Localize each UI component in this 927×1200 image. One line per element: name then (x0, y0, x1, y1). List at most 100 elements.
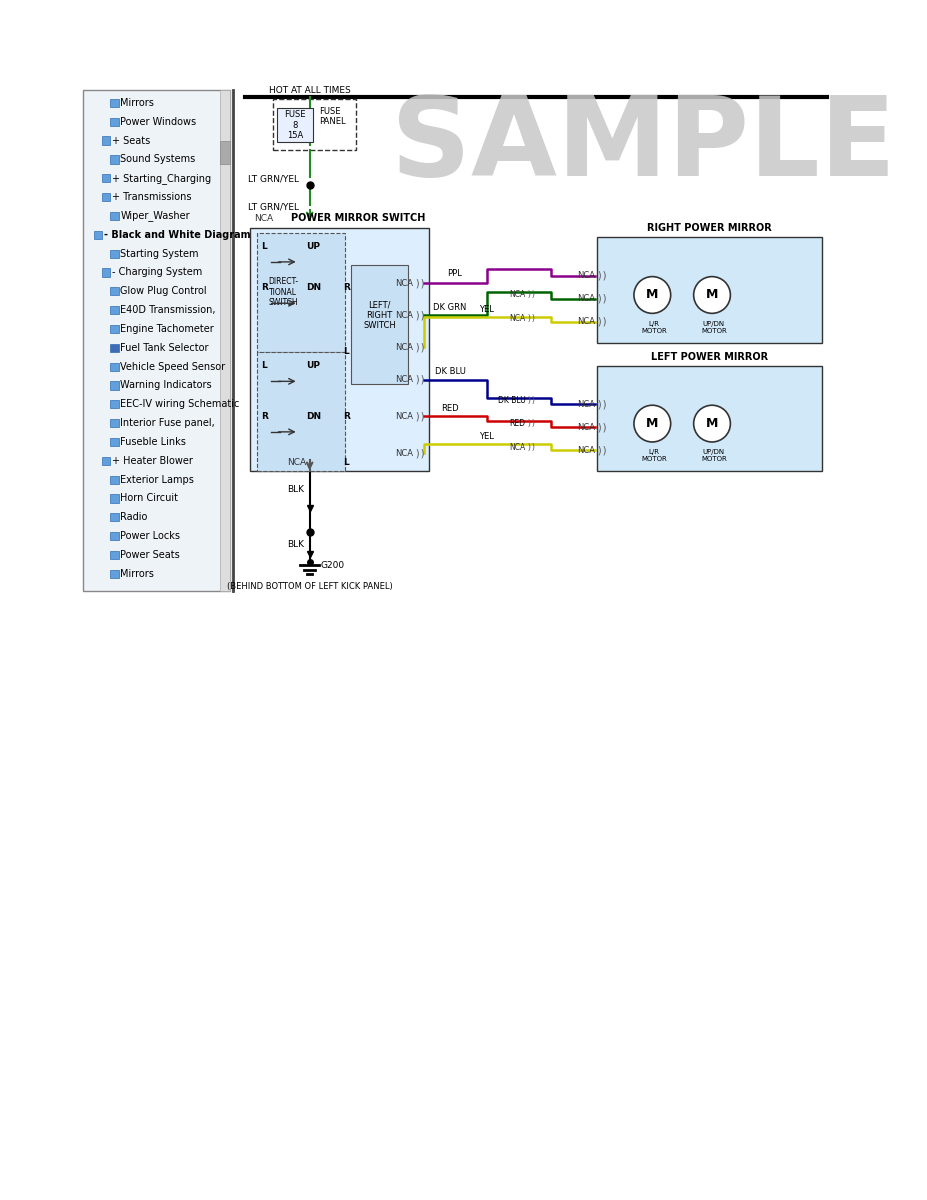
Bar (110, 212, 119, 220)
Text: L/R
MOTOR: L/R MOTOR (641, 320, 667, 334)
Text: NCA: NCA (578, 317, 595, 326)
Text: )): )) (414, 374, 426, 384)
Text: Power Locks: Power Locks (121, 532, 181, 541)
Text: M: M (705, 288, 718, 301)
Text: L: L (260, 241, 267, 251)
Bar (110, 419, 119, 427)
Text: LT GRN/YEL: LT GRN/YEL (248, 203, 299, 211)
Text: )): )) (596, 422, 608, 432)
Bar (250, 228, 429, 472)
Text: NCA: NCA (255, 215, 273, 223)
Text: DN: DN (306, 283, 321, 292)
Text: R: R (260, 412, 268, 421)
Text: Fuel Tank Selector: Fuel Tank Selector (121, 343, 209, 353)
Text: R: R (344, 412, 350, 421)
Text: Mirrors: Mirrors (121, 98, 154, 108)
Text: - Charging System: - Charging System (112, 268, 202, 277)
Text: Warning Indicators: Warning Indicators (121, 380, 212, 390)
Bar (102, 174, 110, 182)
Bar (258, 233, 345, 352)
Bar (110, 438, 119, 446)
Bar (221, 90, 230, 590)
Text: L: L (260, 361, 267, 371)
Bar (102, 457, 110, 464)
Text: UP: UP (306, 361, 320, 371)
Text: Power Seats: Power Seats (121, 550, 180, 560)
Text: )): )) (527, 443, 537, 452)
Text: Mirrors: Mirrors (121, 569, 154, 578)
Text: L: L (344, 348, 349, 356)
Text: L/R
MOTOR: L/R MOTOR (641, 449, 667, 462)
Text: NCA: NCA (396, 376, 413, 384)
Bar (110, 475, 119, 484)
Text: UP/DN
MOTOR: UP/DN MOTOR (701, 320, 727, 334)
Bar (110, 400, 119, 408)
Bar (110, 551, 119, 559)
Bar (110, 532, 119, 540)
Bar (110, 306, 119, 314)
Text: E40D Transmission,: E40D Transmission, (121, 305, 216, 316)
Bar (110, 325, 119, 334)
Text: (BEHIND BOTTOM OF LEFT KICK PANEL): (BEHIND BOTTOM OF LEFT KICK PANEL) (227, 582, 392, 590)
Text: NCA: NCA (578, 400, 595, 409)
Text: DK BLU: DK BLU (498, 396, 526, 406)
Text: EEC-IV wiring Schematic: EEC-IV wiring Schematic (121, 400, 240, 409)
Text: Interior Fuse panel,: Interior Fuse panel, (121, 418, 215, 428)
Text: Fuseble Links: Fuseble Links (121, 437, 186, 446)
Bar (83, 90, 230, 590)
Text: FUSE
8
15A: FUSE 8 15A (285, 110, 306, 140)
Text: NCA: NCA (578, 294, 595, 304)
Text: NCA: NCA (396, 311, 413, 319)
Text: )): )) (414, 310, 426, 320)
Text: )): )) (596, 294, 608, 304)
Text: NCA: NCA (509, 290, 526, 300)
Bar (110, 514, 119, 522)
Text: PPL: PPL (448, 270, 463, 278)
Text: Glow Plug Control: Glow Plug Control (121, 287, 207, 296)
Text: )): )) (414, 278, 426, 288)
Text: RIGHT POWER MIRROR: RIGHT POWER MIRROR (647, 223, 772, 234)
Text: NCA: NCA (509, 443, 526, 452)
Text: Wiper_Washer: Wiper_Washer (121, 210, 190, 222)
Bar (110, 250, 119, 258)
Bar (110, 287, 119, 295)
Text: )): )) (527, 314, 537, 323)
Text: YEL: YEL (479, 305, 494, 314)
Text: FUSE
PANEL: FUSE PANEL (319, 107, 346, 126)
Text: Power Windows: Power Windows (121, 116, 197, 127)
Text: G200: G200 (321, 560, 345, 570)
Text: SAMPLE: SAMPLE (390, 91, 895, 199)
Text: L: L (344, 457, 349, 467)
Text: )): )) (527, 396, 537, 406)
Text: Exterior Lamps: Exterior Lamps (121, 475, 195, 485)
Bar (276, 108, 313, 143)
Text: )): )) (414, 448, 426, 458)
Text: Horn Circuit: Horn Circuit (121, 493, 178, 504)
Bar (597, 238, 822, 343)
Text: NCA: NCA (396, 412, 413, 421)
Text: + Starting_Charging: + Starting_Charging (112, 173, 211, 184)
Text: )): )) (527, 419, 537, 428)
Text: NCA: NCA (578, 445, 595, 455)
Text: + Transmissions: + Transmissions (112, 192, 192, 202)
Bar (94, 230, 102, 239)
Text: )): )) (596, 271, 608, 281)
Bar (110, 382, 119, 390)
Text: YEL: YEL (479, 432, 494, 442)
Circle shape (693, 406, 730, 442)
Bar (110, 343, 119, 352)
Text: DN: DN (306, 412, 321, 421)
Text: Sound Systems: Sound Systems (121, 155, 196, 164)
Text: )): )) (414, 412, 426, 421)
Circle shape (634, 406, 670, 442)
Bar (102, 269, 110, 277)
Bar (110, 362, 119, 371)
Text: + Heater Blower: + Heater Blower (112, 456, 193, 466)
Bar (110, 155, 119, 163)
Text: NCA: NCA (396, 343, 413, 352)
Text: BLK: BLK (286, 540, 304, 550)
Text: M: M (646, 288, 658, 301)
Text: NCA: NCA (509, 314, 526, 323)
Text: Vehicle Speed Sensor: Vehicle Speed Sensor (121, 361, 225, 372)
Text: DK GRN: DK GRN (434, 302, 467, 312)
